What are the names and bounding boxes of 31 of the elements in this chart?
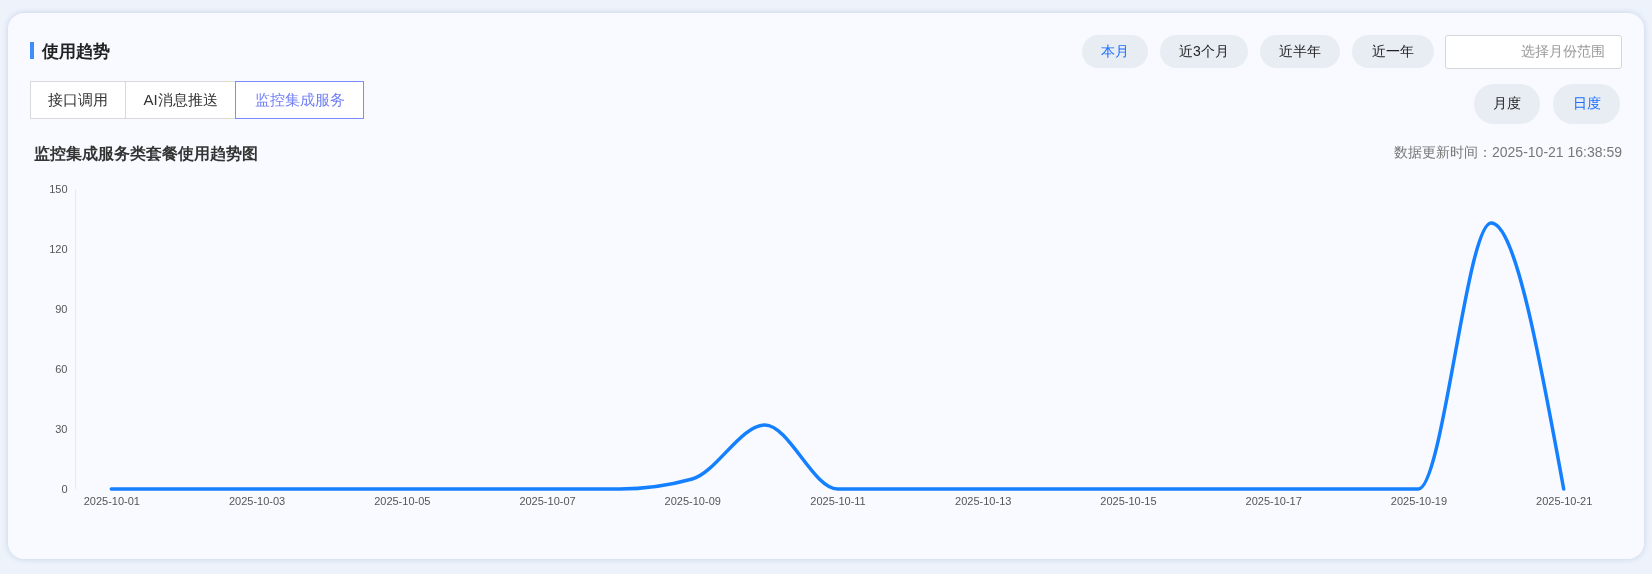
text: 本月 — [1082, 35, 1148, 68]
x-tick-label: 2025-10-13 — [955, 494, 1012, 507]
y-tick-label: 0 — [61, 482, 68, 495]
text: 近一年 — [1352, 35, 1434, 68]
x-tick-label: 2025-10-07 — [519, 494, 576, 507]
text: 接口调用 — [30, 81, 126, 119]
y-tick-label: 60 — [55, 362, 68, 375]
chart-subtitle: 监控集成服务类套餐使用趋势图 — [34, 144, 258, 164]
text: 近半年 — [1260, 35, 1340, 68]
y-tick-label: 90 — [55, 302, 68, 315]
x-tick-label: 2025-10-03 — [228, 494, 286, 507]
text: AI消息推送 — [125, 81, 236, 119]
text: 日度 — [1553, 84, 1620, 124]
x-tick-label: 2025-10-05 — [374, 494, 431, 507]
line-series — [109, 221, 1566, 491]
text: 选择月份范围 — [1445, 35, 1622, 69]
x-tick-label: 2025-10-11 — [810, 494, 866, 507]
x-tick-label: 2025-10-17 — [1245, 494, 1302, 507]
x-tick-label: 2025-10-21 — [1536, 494, 1593, 507]
y-tick-label: 30 — [55, 422, 68, 435]
x-tick-label: 2025-10-01 — [83, 494, 140, 507]
chart-title: 使用趋势 — [42, 41, 110, 63]
text: 月度 — [1474, 84, 1540, 124]
text: 数据更新时间：2025-10-21 16:38:59 — [1394, 144, 1622, 162]
y-tick-label: 120 — [49, 242, 68, 255]
text: 近3个月 — [1160, 35, 1248, 68]
text: 监控集成服务 — [235, 81, 364, 119]
x-tick-label: 2025-10-09 — [664, 494, 721, 507]
x-tick-label: 2025-10-19 — [1390, 494, 1448, 507]
x-tick-label: 2025-10-15 — [1100, 494, 1157, 507]
y-tick-label: 150 — [49, 182, 68, 195]
